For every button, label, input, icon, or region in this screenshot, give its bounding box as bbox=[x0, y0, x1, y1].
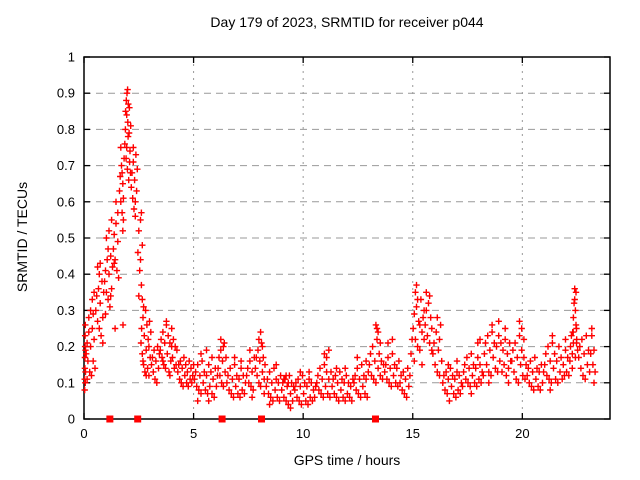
flag-point bbox=[218, 415, 226, 423]
y-tick-label: 0.8 bbox=[57, 122, 75, 137]
y-tick-label: 0 bbox=[68, 412, 75, 427]
y-tick-label: 1 bbox=[68, 50, 75, 65]
x-tick-label: 0 bbox=[80, 426, 87, 441]
flag-point bbox=[258, 415, 266, 423]
y-tick-label: 0.9 bbox=[57, 86, 75, 101]
flag-point bbox=[106, 415, 114, 423]
x-axis-label: GPS time / hours bbox=[293, 452, 401, 468]
y-tick-label: 0.3 bbox=[57, 303, 75, 318]
flag-point bbox=[134, 415, 142, 423]
y-tick-label: 0.5 bbox=[57, 231, 75, 246]
x-tick-label: 20 bbox=[515, 426, 529, 441]
x-tick-label: 10 bbox=[296, 426, 310, 441]
y-axis-label: SRMTID / TECUs bbox=[14, 181, 30, 293]
chart-title: Day 179 of 2023, SRMTID for receiver p04… bbox=[210, 14, 484, 30]
y-tick-label: 0.2 bbox=[57, 339, 75, 354]
y-tick-label: 0.7 bbox=[57, 158, 75, 173]
flag-point bbox=[371, 415, 379, 423]
y-tick-label: 0.1 bbox=[57, 375, 75, 390]
x-tick-label: 5 bbox=[190, 426, 197, 441]
scatter-points bbox=[81, 86, 599, 412]
y-tick-label: 0.4 bbox=[57, 267, 75, 282]
x-tick-label: 15 bbox=[406, 426, 420, 441]
y-tick-label: 0.6 bbox=[57, 194, 75, 209]
